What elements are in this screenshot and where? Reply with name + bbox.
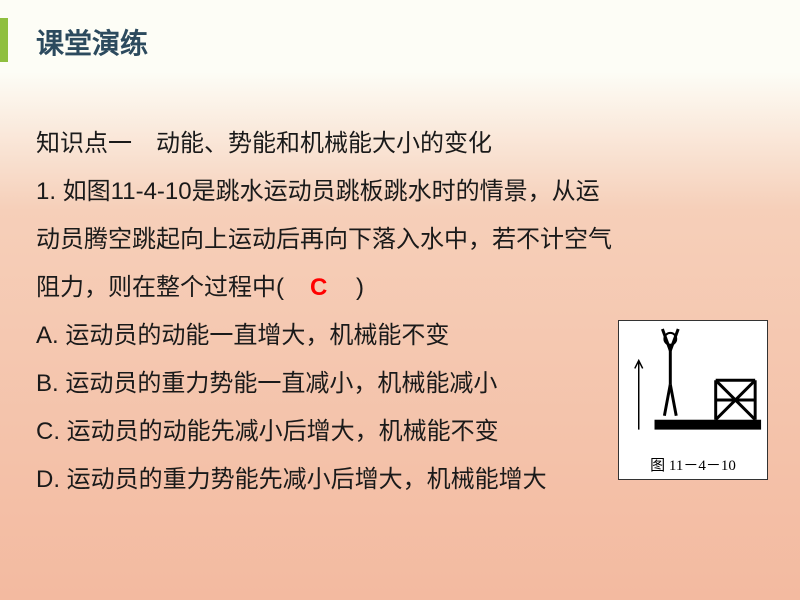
answer-letter: C bbox=[310, 264, 327, 312]
question-line-2: 动员腾空跳起向上运动后再向下落入水中，若不计空气 bbox=[36, 216, 772, 264]
figure-11-4-10: 图 11－4－10 bbox=[618, 320, 768, 480]
accent-bar bbox=[0, 18, 8, 62]
question-line-1: 1. 如图11-4-10是跳水运动员跳板跳水时的情景，从运 bbox=[36, 168, 772, 216]
question-line-3: 阻力，则在整个过程中( ) C bbox=[36, 264, 772, 312]
section-heading: 课堂演练 bbox=[36, 22, 148, 62]
knowledge-point: 知识点一 动能、势能和机械能大小的变化 bbox=[36, 120, 772, 168]
figure-caption: 图 11－4－10 bbox=[619, 454, 767, 475]
